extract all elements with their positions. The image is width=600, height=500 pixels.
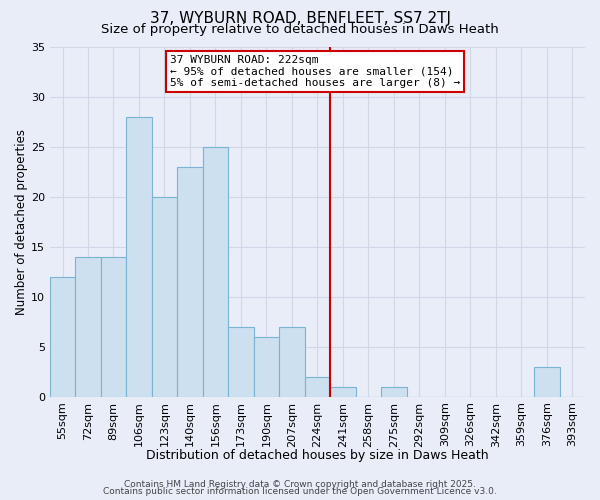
Bar [101, 256, 126, 396]
X-axis label: Distribution of detached houses by size in Daws Heath: Distribution of detached houses by size … [146, 450, 488, 462]
Bar [177, 166, 203, 396]
Bar [381, 386, 407, 396]
Bar [534, 366, 560, 396]
Bar [126, 116, 152, 396]
Bar [330, 386, 356, 396]
Text: Size of property relative to detached houses in Daws Heath: Size of property relative to detached ho… [101, 22, 499, 36]
Text: Contains public sector information licensed under the Open Government Licence v3: Contains public sector information licen… [103, 487, 497, 496]
Bar [75, 256, 101, 396]
Bar [254, 336, 279, 396]
Bar [152, 196, 177, 396]
Bar [279, 326, 305, 396]
Text: 37 WYBURN ROAD: 222sqm
← 95% of detached houses are smaller (154)
5% of semi-det: 37 WYBURN ROAD: 222sqm ← 95% of detached… [170, 54, 460, 88]
Y-axis label: Number of detached properties: Number of detached properties [15, 128, 28, 314]
Bar [305, 376, 330, 396]
Text: Contains HM Land Registry data © Crown copyright and database right 2025.: Contains HM Land Registry data © Crown c… [124, 480, 476, 489]
Bar [50, 276, 75, 396]
Bar [203, 146, 228, 396]
Text: 37, WYBURN ROAD, BENFLEET, SS7 2TJ: 37, WYBURN ROAD, BENFLEET, SS7 2TJ [149, 11, 451, 26]
Bar [228, 326, 254, 396]
